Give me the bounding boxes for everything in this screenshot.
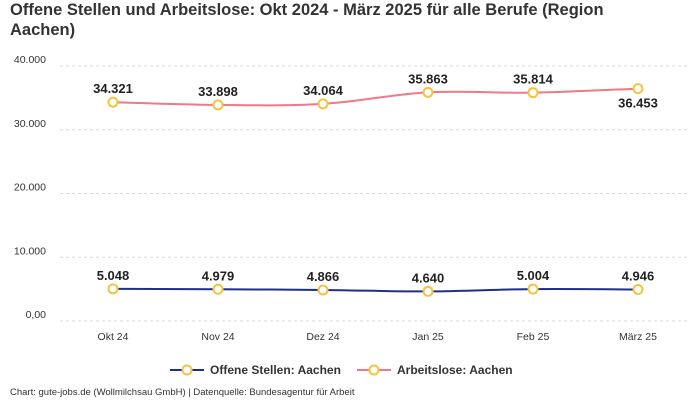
data-label: 5.004 — [517, 268, 550, 283]
data-label: 34.064 — [303, 83, 344, 98]
y-tick-label: 30.000 — [14, 118, 46, 130]
data-point — [527, 87, 539, 99]
legend-label: Arbeitslose: Aachen — [397, 363, 513, 377]
x-tick-label: Feb 25 — [517, 331, 550, 343]
data-point — [317, 284, 329, 296]
gridlines — [60, 65, 690, 322]
data-labels: 5.048 4.979 4.866 4.640 5.004 4.946 34.321 33.8… — [93, 71, 658, 285]
x-tick-label: Dez 24 — [306, 331, 339, 343]
chart-title: Offene Stellen und Arbeitslose: Okt 2024… — [10, 1, 604, 39]
data-point — [422, 86, 434, 98]
legend-marker — [368, 364, 380, 376]
data-point — [317, 98, 329, 110]
data-label: 35.814 — [513, 72, 554, 87]
y-tick-label: 0,00 — [26, 309, 47, 321]
legend: Offene Stellen: Aachen Arbeitslose: Aache… — [170, 363, 513, 377]
data-label: 4.979 — [202, 268, 235, 283]
data-label: 4.640 — [412, 270, 445, 285]
data-point — [422, 285, 434, 297]
x-tick-label: Okt 24 — [98, 331, 129, 343]
data-points — [107, 83, 644, 297]
data-point — [212, 283, 224, 295]
data-point — [632, 283, 644, 295]
x-tick-label: Nov 24 — [201, 331, 234, 343]
x-tick-label: Jan 25 — [412, 331, 444, 343]
data-point — [107, 283, 119, 295]
data-point — [212, 99, 224, 111]
chart-footer: Chart: gute-jobs.de (Wollmilchsau GmbH) … — [10, 387, 355, 398]
x-axis: Okt 24 Nov 24 Dez 24 Jan 25 Feb 25 März 25 — [98, 331, 658, 343]
series-lines — [112, 87, 639, 293]
data-label: 4.946 — [622, 268, 655, 283]
data-point — [527, 283, 539, 295]
data-label: 36.453 — [618, 96, 658, 111]
data-point — [107, 96, 119, 108]
data-label: 5.048 — [97, 268, 130, 283]
y-tick-label: 10.000 — [14, 245, 46, 257]
x-tick-label: März 25 — [619, 331, 657, 343]
y-axis: 0,00 10.000 20.000 30.000 40.000 — [14, 54, 46, 321]
y-tick-label: 40.000 — [14, 54, 46, 66]
series-line — [112, 287, 639, 293]
data-point — [632, 83, 644, 95]
data-label: 4.866 — [307, 269, 340, 284]
data-label: 33.898 — [198, 84, 238, 99]
series-line — [112, 87, 639, 107]
data-label: 34.321 — [93, 81, 133, 96]
data-label: 35.863 — [408, 71, 448, 86]
legend-label: Offene Stellen: Aachen — [210, 363, 341, 377]
legend-marker — [181, 364, 193, 376]
y-tick-label: 20.000 — [14, 182, 46, 194]
